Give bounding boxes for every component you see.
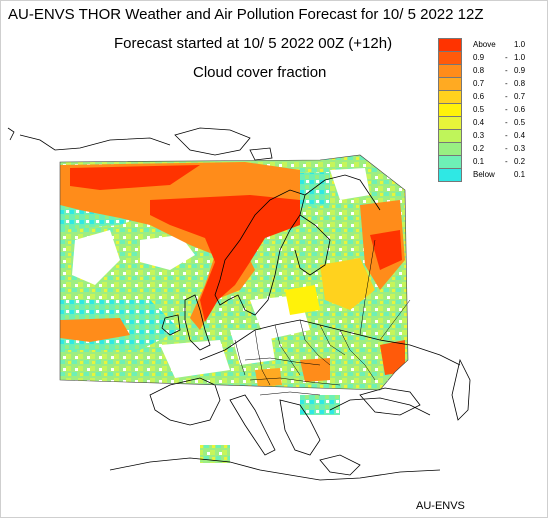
legend-low: 0.2 (473, 144, 485, 153)
map-title: AU-ENVS THOR Weather and Air Pollution F… (8, 6, 484, 23)
legend-high: 0.6 (514, 105, 526, 114)
legend-swatch (438, 168, 462, 182)
legend-dash: - (505, 105, 508, 114)
legend-dash: - (505, 157, 508, 166)
country-borders (234, 239, 411, 396)
legend-high: 0.3 (514, 144, 526, 153)
legend-swatch (438, 90, 462, 104)
legend-low: 0.1 (473, 157, 485, 166)
legend-swatch (438, 103, 462, 117)
legend-swatch (438, 64, 462, 78)
legend-low: Below (473, 170, 495, 179)
legend-low: 0.6 (473, 92, 485, 101)
legend-dash: - (505, 66, 508, 75)
legend-high: 0.9 (514, 66, 526, 75)
legend-low: 0.4 (473, 118, 485, 127)
cloud-patch-south (200, 445, 230, 463)
legend-high: 0.4 (514, 131, 526, 140)
legend-dash: - (505, 144, 508, 153)
legend-high: 0.8 (514, 79, 526, 88)
legend-low: Above (473, 40, 496, 49)
legend-dash: - (505, 118, 508, 127)
cloud-patch-balkans (300, 395, 340, 415)
legend-low: 0.3 (473, 131, 485, 140)
legend-high: 0.5 (514, 118, 526, 127)
legend-high: 1.0 (514, 40, 526, 49)
legend-swatch (438, 77, 462, 91)
legend-swatch (438, 38, 462, 52)
coastlines (7, 127, 471, 481)
legend-high: 0.2 (514, 157, 526, 166)
cloud-field (60, 155, 408, 390)
credit-label: AU-ENVS (416, 500, 465, 512)
forecast-start-subtitle: Forecast started at 10/ 5 2022 00Z (+12h… (114, 35, 393, 52)
legend-dash: - (505, 53, 508, 62)
legend-high: 0.1 (514, 170, 526, 179)
legend-low: 0.8 (473, 66, 485, 75)
legend-dash: - (505, 79, 508, 88)
legend-dash: - (505, 92, 508, 101)
legend-high: 0.7 (514, 92, 526, 101)
legend-low: 0.5 (473, 105, 485, 114)
legend-swatch (438, 142, 462, 156)
domain-border (59, 154, 409, 391)
legend-low: 0.7 (473, 79, 485, 88)
legend-swatch (438, 116, 462, 130)
legend-swatch (438, 155, 462, 169)
legend-dash: - (505, 131, 508, 140)
legend-swatch (438, 51, 462, 65)
variable-name: Cloud cover fraction (193, 64, 327, 81)
legend-swatch (438, 129, 462, 143)
legend-low: 0.9 (473, 53, 485, 62)
legend-high: 1.0 (514, 53, 526, 62)
